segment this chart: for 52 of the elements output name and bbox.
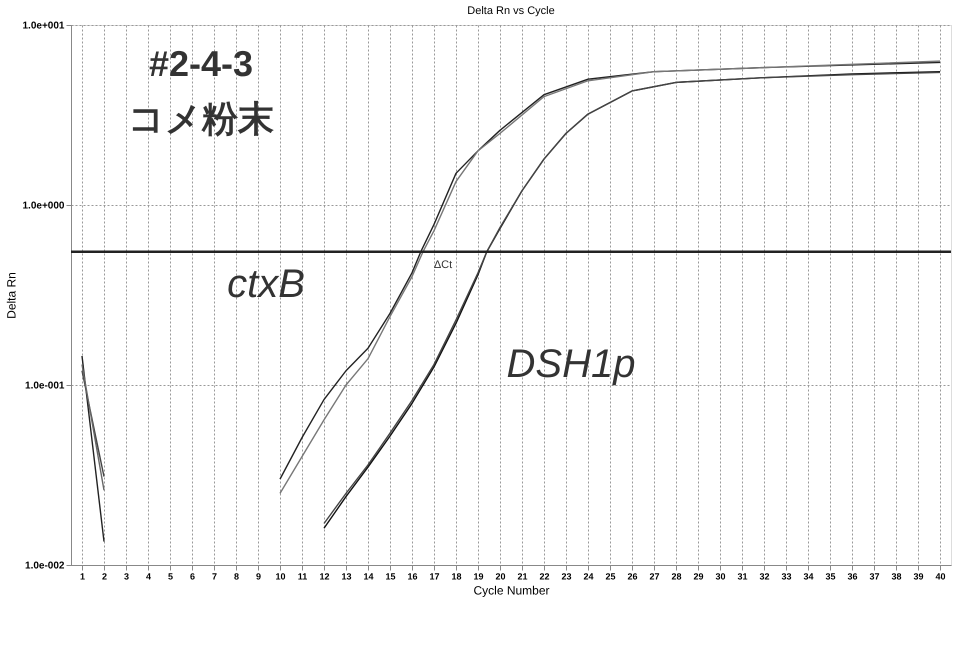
x-tick-label: 30 <box>715 572 726 582</box>
x-tick-label: 35 <box>825 572 836 582</box>
x-tick-label: 37 <box>869 572 880 582</box>
x-tick-label: 21 <box>517 572 528 582</box>
y-tick-label: 1.0e-002 <box>25 560 65 572</box>
annotation: コメ粉末 <box>128 98 274 139</box>
x-tick-label: 18 <box>451 572 462 582</box>
x-tick-label: 7 <box>212 572 218 582</box>
x-tick-label: 2 <box>102 572 108 582</box>
chart-title: Delta Rn vs Cycle <box>467 5 555 17</box>
x-tick-label: 19 <box>473 572 484 582</box>
annotation: #2-4-3 <box>148 43 254 84</box>
x-tick-label: 26 <box>627 572 638 582</box>
y-tick-label: 1.0e-001 <box>25 380 65 392</box>
x-axis-title: Cycle Number <box>473 584 550 598</box>
x-tick-label: 20 <box>495 572 506 582</box>
x-tick-label: 6 <box>190 572 196 582</box>
x-tick-label: 40 <box>935 572 946 582</box>
x-tick-label: 10 <box>275 572 286 582</box>
x-tick-label: 16 <box>407 572 418 582</box>
x-tick-label: 23 <box>561 572 572 582</box>
x-tick-label: 17 <box>429 572 440 582</box>
x-tick-label: 3 <box>124 572 130 582</box>
x-tick-label: 11 <box>298 572 308 582</box>
x-tick-label: 39 <box>913 572 924 582</box>
x-tick-label: 5 <box>168 572 174 582</box>
annotation: ctxB <box>227 262 305 306</box>
x-tick-label: 31 <box>737 572 748 582</box>
x-tick-label: 36 <box>847 572 858 582</box>
x-tick-label: 8 <box>234 572 240 582</box>
y-tick-label: 1.0e+001 <box>22 20 65 32</box>
x-tick-label: 1 <box>80 572 86 582</box>
x-tick-label: 15 <box>385 572 396 582</box>
x-tick-label: 29 <box>693 572 704 582</box>
annotation: ΔCt <box>434 259 452 271</box>
y-tick-label: 1.0e+000 <box>22 200 65 212</box>
x-tick-label: 25 <box>605 572 616 582</box>
x-tick-label: 9 <box>256 572 262 582</box>
x-tick-label: 12 <box>319 572 330 582</box>
x-tick-label: 28 <box>671 572 682 582</box>
x-tick-label: 4 <box>146 572 152 582</box>
x-tick-label: 38 <box>891 572 902 582</box>
x-tick-label: 22 <box>539 572 550 582</box>
x-tick-label: 14 <box>363 572 374 582</box>
x-tick-label: 13 <box>341 572 352 582</box>
x-tick-label: 24 <box>583 572 594 582</box>
x-tick-label: 33 <box>781 572 792 582</box>
annotation: DSH1p <box>506 342 636 386</box>
y-axis-title: Delta Rn <box>4 272 19 319</box>
x-tick-label: 34 <box>803 572 814 582</box>
x-tick-label: 27 <box>649 572 660 582</box>
x-tick-label: 32 <box>759 572 770 582</box>
